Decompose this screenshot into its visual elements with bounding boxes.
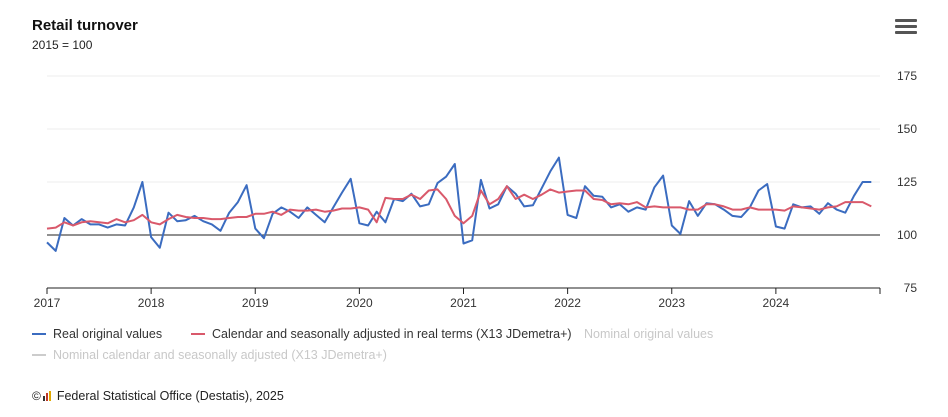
series-line-real-original[interactable] <box>46 156 872 252</box>
x-tick-label: 2021 <box>450 296 477 310</box>
copyright-symbol: © <box>32 389 41 403</box>
x-axis: 2017 2018 2019 2020 2021 2022 2023 2024 <box>34 287 881 310</box>
chart-legend: Real original values Calendar and season… <box>32 327 892 369</box>
legend-item-nominal-original[interactable]: Nominal original values <box>584 327 713 341</box>
legend-label: Nominal calendar and seasonally adjusted… <box>53 348 387 362</box>
y-tick-label: 100 <box>897 228 917 242</box>
y-tick-label: 175 <box>897 69 917 83</box>
legend-swatch-seasonally-adjusted-real <box>191 333 205 335</box>
x-tick-label: 2022 <box>554 296 581 310</box>
y-tick-label: 125 <box>897 175 917 189</box>
legend-item-nominal-seasonally-adjusted[interactable]: Nominal calendar and seasonally adjusted… <box>32 348 387 362</box>
legend-label: Calendar and seasonally adjusted in real… <box>212 327 572 341</box>
y-axis: 75 100 125 150 175 <box>897 69 917 295</box>
hamburger-menu-icon[interactable] <box>895 19 917 37</box>
source-credit: © Federal Statistical Office (Destatis),… <box>32 389 284 403</box>
y-tick-label: 75 <box>904 281 918 295</box>
series-lines <box>46 156 872 252</box>
y-tick-label: 150 <box>897 122 917 136</box>
x-tick-label: 2017 <box>34 296 61 310</box>
destatis-logo-icon <box>42 391 52 401</box>
x-tick-label: 2018 <box>138 296 165 310</box>
legend-label: Real original values <box>53 327 163 341</box>
legend-row-1: Real original values Calendar and season… <box>32 327 892 348</box>
legend-item-real-original[interactable]: Real original values <box>32 327 162 341</box>
x-tick-label: 2019 <box>242 296 269 310</box>
x-tick-label: 2023 <box>658 296 685 310</box>
legend-swatch-nominal-seasonally-adjusted <box>32 354 46 356</box>
legend-swatch-real-original <box>32 333 46 335</box>
legend-row-2: Nominal calendar and seasonally adjusted… <box>32 348 892 369</box>
x-tick-label: 2024 <box>763 296 790 310</box>
legend-label: Nominal original values <box>584 327 714 341</box>
chart-title: Retail turnover <box>32 17 138 34</box>
x-tick-label: 2020 <box>346 296 373 310</box>
chart-subtitle: 2015 = 100 <box>32 38 93 52</box>
series-line-seasonally-adjusted-real[interactable] <box>46 185 872 230</box>
legend-item-seasonally-adjusted-real[interactable]: Calendar and seasonally adjusted in real… <box>191 327 572 341</box>
source-text: Federal Statistical Office (Destatis), 2… <box>56 389 284 403</box>
chart-grid <box>47 75 880 236</box>
